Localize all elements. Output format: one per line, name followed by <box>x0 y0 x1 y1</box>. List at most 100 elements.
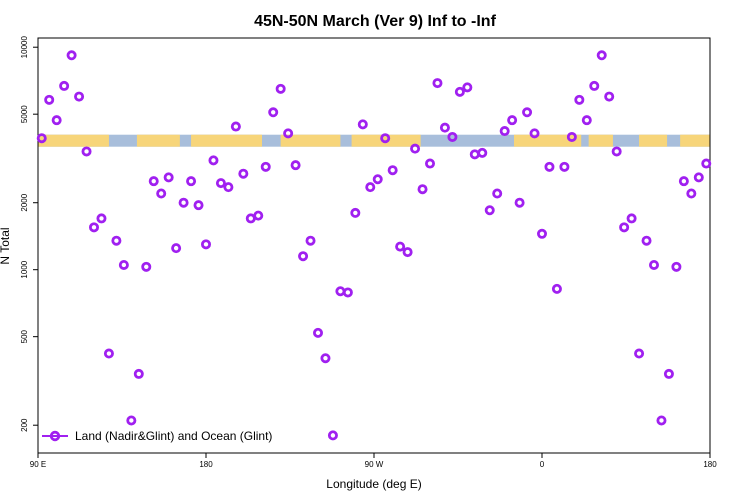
data-point <box>402 247 413 258</box>
land-ocean-strip <box>38 134 710 147</box>
data-point <box>141 261 152 272</box>
data-point <box>499 126 510 137</box>
data-point <box>365 182 376 193</box>
data-point <box>193 200 204 211</box>
y-tick-label: 200 <box>20 418 29 432</box>
data-point <box>59 80 70 91</box>
data-point <box>424 158 435 169</box>
data-point <box>357 119 368 130</box>
data-point <box>686 188 697 199</box>
data-point <box>514 197 525 208</box>
data-point <box>283 128 294 139</box>
data-point <box>51 115 62 126</box>
data-point <box>417 184 428 195</box>
data-point <box>253 210 264 221</box>
land-segment <box>680 134 710 147</box>
data-point <box>200 239 211 250</box>
y-tick-label: 2000 <box>20 193 29 211</box>
data-point <box>133 368 144 379</box>
data-point <box>626 213 637 224</box>
data-point <box>290 160 301 171</box>
legend-label: Land (Nadir&Glint) and Ocean (Glint) <box>75 429 272 443</box>
x-tick-label: 180 <box>199 460 213 469</box>
legend-marker <box>49 430 61 442</box>
data-point <box>126 415 137 426</box>
data-point <box>268 107 279 118</box>
chart-title: 45N-50N March (Ver 9) Inf to -Inf <box>254 13 496 30</box>
data-point <box>649 259 660 270</box>
data-point <box>380 133 391 144</box>
x-axis-label: Longitude (deg E) <box>326 477 421 491</box>
data-point <box>327 430 338 441</box>
x-tick-label: 90 E <box>30 460 46 469</box>
data-point <box>656 415 667 426</box>
land-segment <box>514 134 582 147</box>
data-point <box>581 115 592 126</box>
legend: Land (Nadir&Glint) and Ocean (Glint) <box>42 429 272 443</box>
data-point <box>89 222 100 233</box>
data-point <box>454 86 465 97</box>
data-point <box>238 168 249 179</box>
data-point <box>186 176 197 187</box>
data-point <box>544 161 555 172</box>
land-segment <box>38 134 109 147</box>
data-point <box>477 147 488 158</box>
data-point <box>634 348 645 359</box>
data-point <box>469 149 480 160</box>
data-point <box>260 161 271 172</box>
data-point <box>701 158 712 169</box>
land-segment <box>191 134 262 147</box>
data-point <box>693 172 704 183</box>
land-segment <box>136 134 180 147</box>
data-point <box>275 83 286 94</box>
data-point <box>156 188 167 199</box>
data-point <box>492 188 503 199</box>
data-point <box>589 80 600 91</box>
data-point <box>81 146 92 157</box>
data-point <box>44 94 55 105</box>
data-point <box>432 78 443 89</box>
y-tick-label: 1000 <box>20 260 29 278</box>
data-point <box>507 115 518 126</box>
data-point <box>320 353 331 364</box>
x-tick-label: 180 <box>703 460 717 469</box>
data-point <box>522 107 533 118</box>
data-point <box>305 235 316 246</box>
y-tick-label: 500 <box>20 329 29 343</box>
data-point <box>619 222 630 233</box>
data-point <box>178 197 189 208</box>
y-tick-label: 10000 <box>20 36 29 59</box>
y-tick-label: 5000 <box>20 105 29 123</box>
data-point <box>447 131 458 142</box>
data-point <box>350 207 361 218</box>
data-point <box>566 131 577 142</box>
data-point <box>372 174 383 185</box>
data-point <box>410 143 421 154</box>
data-point <box>559 161 570 172</box>
data-point <box>663 368 674 379</box>
x-tick-label: 0 <box>540 460 545 469</box>
data-point <box>484 205 495 216</box>
data-point <box>171 243 182 254</box>
data-point <box>604 91 615 102</box>
data-point <box>312 327 323 338</box>
data-point <box>66 50 77 61</box>
data-point <box>208 155 219 166</box>
data-point <box>641 235 652 246</box>
data-point <box>118 259 129 270</box>
data-point <box>36 133 47 144</box>
land-segment <box>280 134 341 147</box>
data-point <box>298 251 309 262</box>
land-segment <box>639 134 668 147</box>
data-point <box>342 287 353 298</box>
data-point <box>529 128 540 139</box>
data-point <box>96 213 107 224</box>
data-point <box>111 235 122 246</box>
y-axis: 200 500 1000 2000 5000 10000 <box>20 36 38 432</box>
data-point <box>163 172 174 183</box>
data-point <box>596 50 607 61</box>
x-axis: 90 E 180 90 W 0 180 <box>30 453 717 469</box>
data-point <box>611 146 622 157</box>
y-axis-label: N Total <box>0 227 12 264</box>
